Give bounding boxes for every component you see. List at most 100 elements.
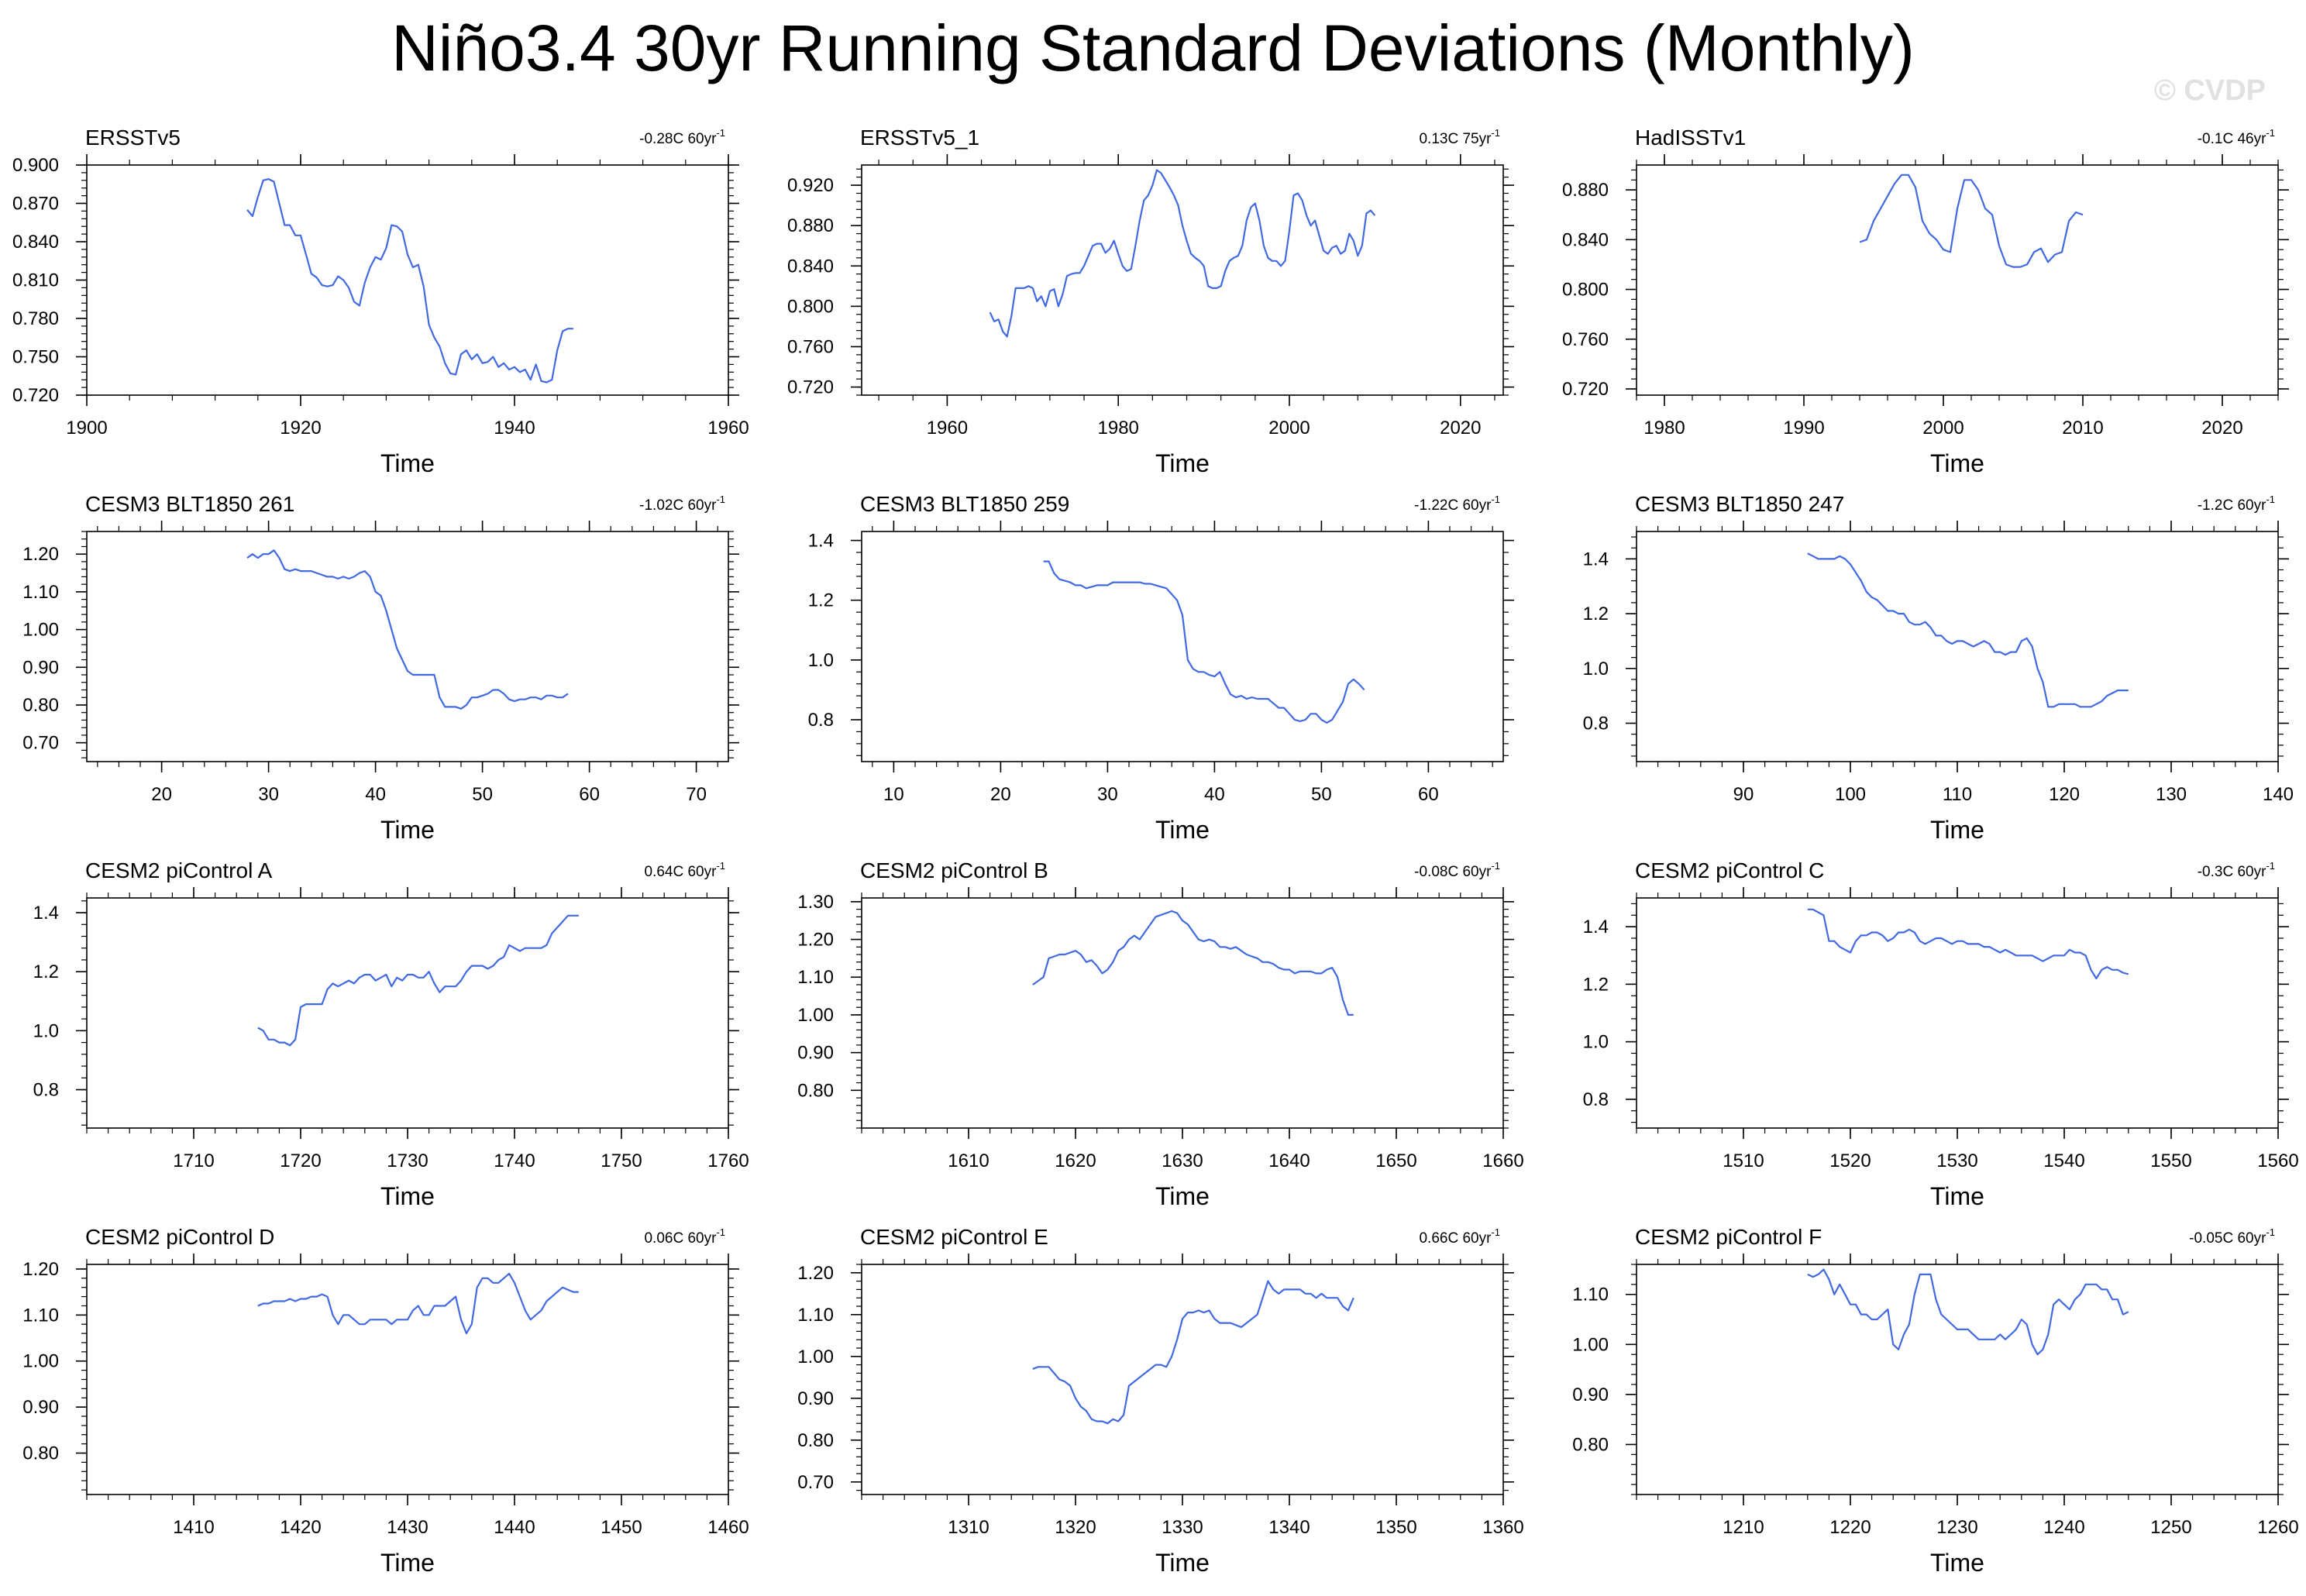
chart-panel-7: 1710 1720 1730 1740 1750 1760 0.8 1.0 1.2 1.4 CESM… [33, 858, 749, 1210]
y-tick-label: 0.900 [12, 155, 59, 176]
x-tick-label: 1240 [2043, 1517, 2084, 1538]
trend-label: 0.13C 75yr-1 [1419, 127, 1500, 147]
y-tick-label: 0.80 [22, 1443, 59, 1464]
x-tick-label: 60 [579, 784, 600, 805]
y-tick-label: 0.8 [808, 710, 834, 731]
y-tick-label: 1.00 [797, 1347, 834, 1367]
x-tick-label: 1410 [173, 1517, 214, 1538]
x-axis-label: Time [380, 449, 435, 477]
y-tick-label: 0.80 [22, 695, 59, 716]
x-axis-label: Time [1155, 449, 1210, 477]
trend-label: -0.1C 46yr-1 [2198, 127, 2275, 147]
x-tick-label: 30 [258, 784, 279, 805]
chart-panel-8: 1610 1620 1630 1640 1650 1660 0.80 0.90 1.00 1.10… [797, 858, 1523, 1210]
trend-label: -1.02C 60yr-1 [639, 494, 725, 514]
plot-frame [861, 164, 1504, 396]
y-tick-label: 1.10 [22, 1305, 59, 1326]
y-tick-label: 0.870 [12, 194, 59, 215]
chart-panel-5: 10 20 30 40 50 60 0.8 1.0 1.2 1.4 CESM3 BLT1850 25… [808, 492, 1514, 844]
x-tick-label: 1230 [1936, 1517, 1977, 1538]
x-tick-label: 1220 [1829, 1517, 1871, 1538]
plot-frame [86, 164, 729, 396]
plot-frame [86, 897, 729, 1129]
x-axis-label: Time [1930, 1182, 1984, 1210]
y-tick-label: 1.00 [1572, 1334, 1609, 1355]
x-tick-label: 60 [1418, 784, 1439, 805]
x-tick-label: 1360 [1482, 1517, 1523, 1538]
y-tick-label: 1.00 [22, 1351, 59, 1372]
trend-superscript: -1 [716, 860, 725, 872]
x-tick-label: 2000 [1268, 418, 1310, 439]
panel-title: CESM2 piControl C [1635, 858, 1824, 882]
data-series-line [1032, 1280, 1354, 1425]
x-tick-label: 1330 [1162, 1517, 1203, 1538]
x-tick-label: 1320 [1055, 1517, 1096, 1538]
x-tick-label: 1660 [1482, 1151, 1523, 1171]
y-tick-label: 1.0 [33, 1020, 59, 1041]
y-tick-label: 0.760 [787, 336, 834, 357]
x-tick-label: 20 [151, 784, 172, 805]
data-series-line [1807, 908, 2129, 980]
data-series-line [1807, 552, 2129, 708]
x-tick-label: 1720 [280, 1151, 321, 1171]
chart-panel-11: 1310 1320 1330 1340 1350 1360 0.70 0.80 0.90 1.00… [797, 1225, 1523, 1577]
x-tick-label: 1960 [707, 418, 749, 439]
x-tick-label: 1740 [494, 1151, 535, 1171]
x-tick-label: 1760 [707, 1151, 749, 1171]
plot-frame [86, 1264, 729, 1495]
y-tick-label: 1.2 [808, 590, 834, 611]
x-tick-label: 2020 [2201, 418, 2242, 439]
panel-title: CESM2 piControl A [85, 858, 273, 882]
y-tick-label: 0.810 [12, 270, 59, 291]
x-tick-label: 1460 [707, 1517, 749, 1538]
x-tick-label: 1530 [1936, 1151, 1977, 1171]
trend-label: -0.05C 60yr-1 [2189, 1226, 2275, 1247]
x-tick-label: 30 [1097, 784, 1118, 805]
y-tick-label: 1.20 [22, 1259, 59, 1280]
x-tick-label: 110 [1943, 784, 1972, 805]
y-tick-label: 1.2 [33, 961, 59, 982]
trend-superscript: -1 [716, 494, 725, 505]
y-tick-label: 0.760 [1562, 329, 1609, 350]
x-tick-label: 1440 [494, 1517, 535, 1538]
panel-title: CESM2 piControl E [860, 1225, 1048, 1249]
x-tick-label: 1610 [948, 1151, 989, 1171]
trend-label: 0.64C 60yr-1 [644, 860, 725, 880]
x-axis-label: Time [380, 816, 435, 844]
data-series-line [246, 178, 573, 384]
trend-superscript: -1 [1491, 1226, 1500, 1238]
x-tick-label: 1520 [1829, 1151, 1871, 1171]
chart-panel-6: 90 100 110 120 130 140 0.8 1.0 1.2 1.4 CESM3 BLT18… [1583, 492, 2294, 844]
data-series-line [246, 549, 569, 710]
x-tick-label: 40 [1204, 784, 1225, 805]
panel-title: CESM3 BLT1850 247 [1635, 492, 1844, 516]
x-tick-label: 1940 [494, 418, 535, 439]
data-series-line [989, 169, 1376, 338]
y-tick-label: 1.4 [33, 903, 59, 924]
x-tick-label: 1420 [280, 1517, 321, 1538]
y-tick-label: 1.20 [797, 930, 834, 951]
trend-superscript: -1 [1491, 494, 1500, 505]
data-series-line [1859, 174, 2084, 268]
x-tick-label: 1510 [1723, 1151, 1764, 1171]
chart-panel-3: 1980 1990 2000 2010 2020 0.720 0.760 0.800 0.840… [1562, 126, 2289, 477]
y-tick-label: 0.800 [1562, 280, 1609, 301]
trend-superscript: -1 [1491, 860, 1500, 872]
plot-frame [86, 531, 729, 762]
x-tick-label: 1560 [2257, 1151, 2298, 1171]
x-tick-label: 1710 [173, 1151, 214, 1171]
data-series-line [1807, 1268, 2129, 1356]
chart-panel-4: 20 30 40 50 60 70 0.70 0.80 0.90 1.00 1.10 1.20 CESM… [22, 492, 739, 844]
y-tick-label: 0.90 [1572, 1384, 1609, 1405]
x-tick-label: 130 [2156, 784, 2187, 805]
x-tick-label: 50 [1311, 784, 1332, 805]
y-tick-label: 1.4 [1583, 549, 1609, 569]
panel-title: ERSSTv5_1 [860, 126, 979, 150]
panel-title: CESM2 piControl B [860, 858, 1048, 882]
data-series-line [1032, 910, 1354, 1016]
x-tick-label: 1630 [1162, 1151, 1203, 1171]
x-tick-label: 1920 [280, 418, 321, 439]
x-tick-label: 20 [990, 784, 1011, 805]
trend-label: 0.66C 60yr-1 [1419, 1226, 1500, 1247]
x-axis-label: Time [1930, 1549, 1984, 1577]
